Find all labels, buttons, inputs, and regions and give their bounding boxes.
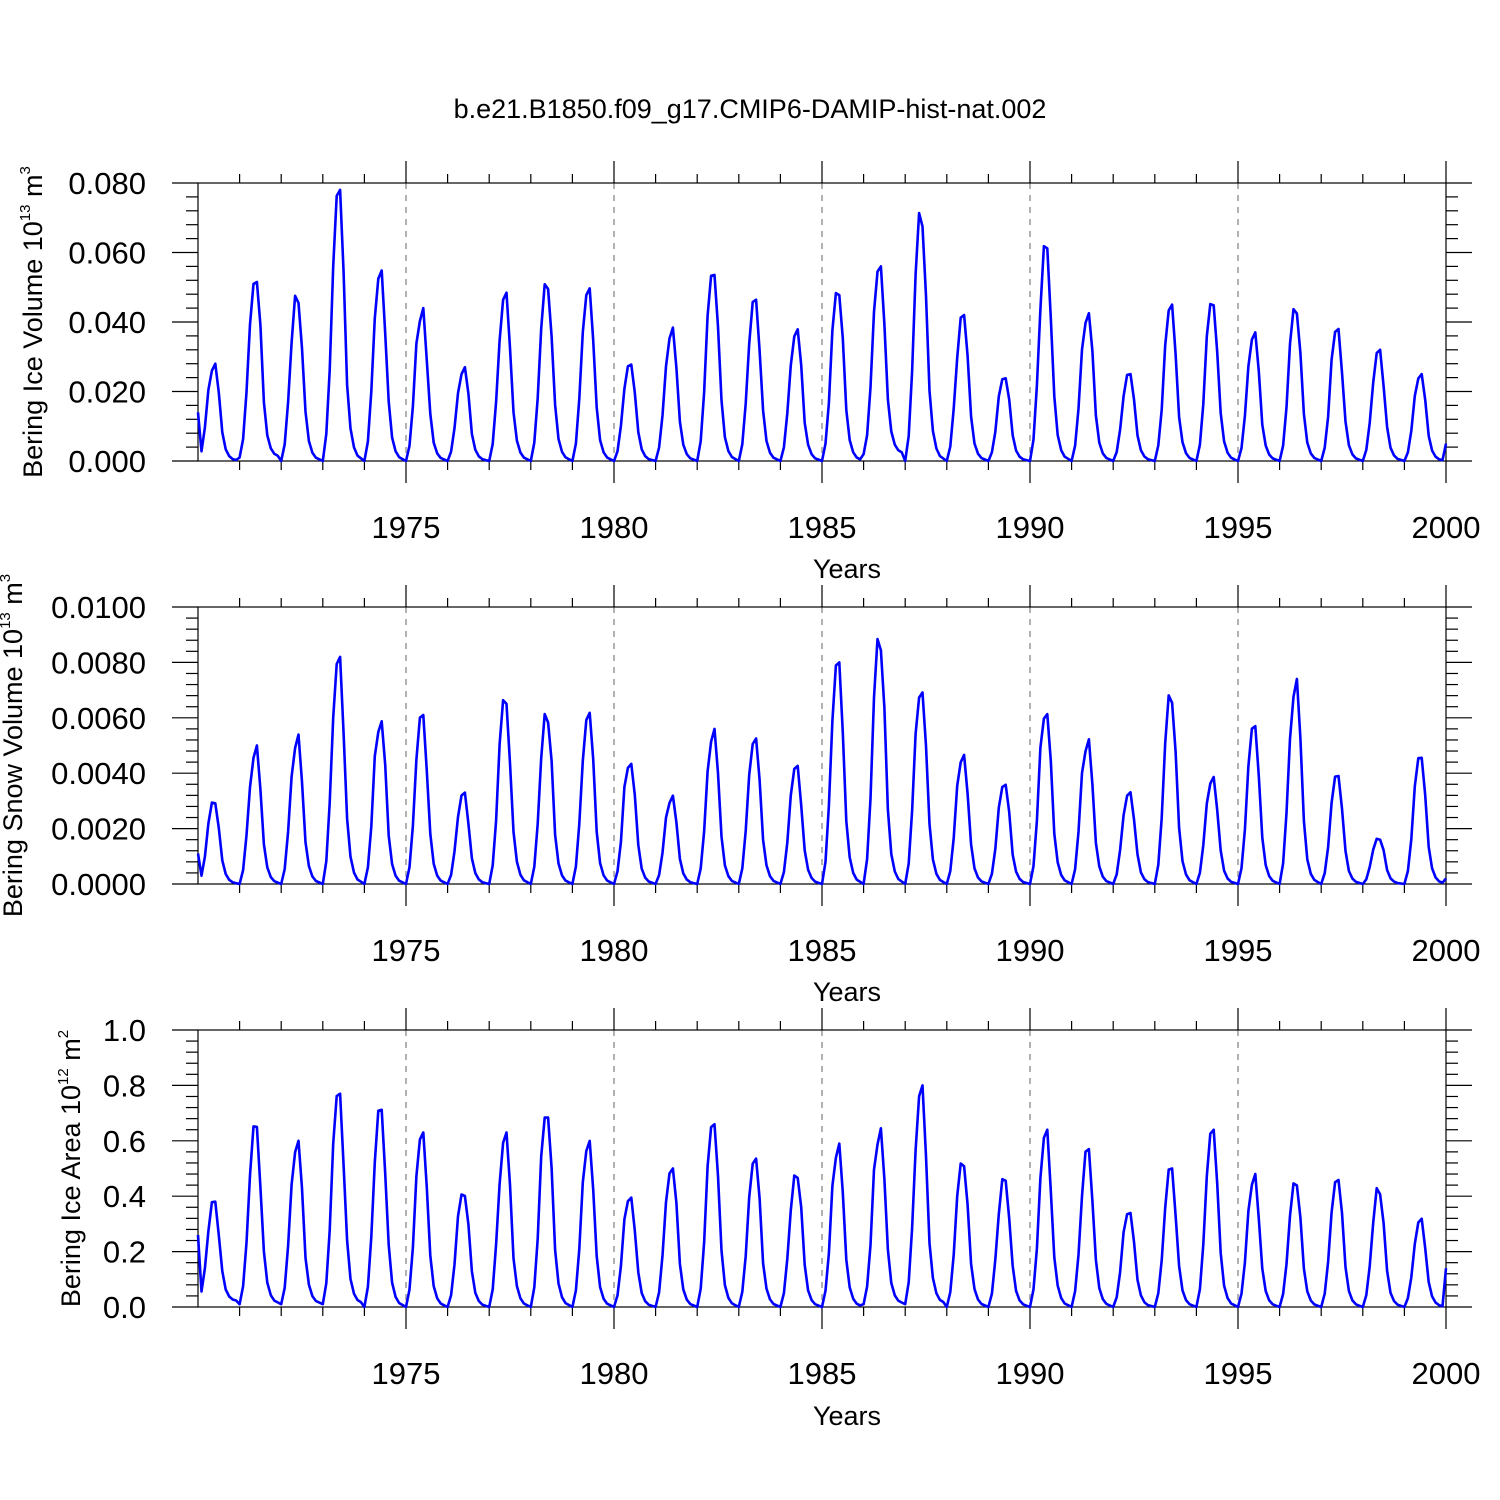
- x-axis-label: Years: [813, 1401, 881, 1431]
- figure-title: b.e21.B1850.f09_g17.CMIP6-DAMIP-hist-nat…: [454, 94, 1047, 124]
- y-tick-label: 0.0040: [51, 756, 146, 791]
- y-tick-label: 0.000: [68, 444, 146, 479]
- x-tick-label: 2000: [1412, 933, 1481, 968]
- x-tick-label: 1975: [372, 933, 441, 968]
- panel-2: 1975 1980 1985 1990 1995 2000 0.0000 0.0020 0.00…: [0, 574, 1480, 1007]
- y-tick-label: 0.0060: [51, 701, 146, 736]
- y-axis-label: Bering Snow Volume 1013 m3: [0, 574, 28, 917]
- panel-1: 1975 1980 1985 1990 1995 2000 0.000 0.020 0.040 0…: [17, 161, 1480, 584]
- x-tick-label: 1990: [996, 510, 1065, 545]
- y-tick-label: 0.0020: [51, 812, 146, 847]
- series-line: [196, 1084, 1448, 1309]
- y-tick-label: 0.080: [68, 166, 146, 201]
- y-tick-label: 0.060: [68, 236, 146, 271]
- x-tick-label: 1990: [996, 933, 1065, 968]
- y-tick-label: 1.0: [103, 1013, 146, 1048]
- x-tick-label: 1980: [580, 933, 649, 968]
- y-tick-label: 0.0080: [51, 645, 146, 680]
- y-tick-label: 0.8: [103, 1068, 146, 1103]
- y-tick-label: 0.6: [103, 1124, 146, 1159]
- y-tick-label: 0.0100: [51, 590, 146, 625]
- x-tick-label: 1980: [580, 510, 649, 545]
- x-tick-label: 2000: [1412, 1356, 1481, 1391]
- x-tick-label: 1995: [1204, 1356, 1273, 1391]
- y-tick-label: 0.4: [103, 1179, 146, 1214]
- x-tick-label: 1990: [996, 1356, 1065, 1391]
- x-axis-label: Years: [813, 554, 881, 584]
- x-tick-label: 1975: [372, 510, 441, 545]
- y-tick-label: 0.2: [103, 1235, 146, 1270]
- series-line: [196, 188, 1448, 463]
- y-tick-label: 0.0: [103, 1290, 146, 1325]
- y-axis-label: Bering Ice Area 1012 m2: [55, 1030, 86, 1307]
- y-tick-label: 0.0000: [51, 867, 146, 902]
- y-tick-label: 0.040: [68, 305, 146, 340]
- y-tick-label: 0.020: [68, 375, 146, 410]
- x-tick-label: 1995: [1204, 510, 1273, 545]
- y-axis-label: Bering Ice Volume 1013 m3: [17, 166, 48, 478]
- panel-3: 1975 1980 1985 1990 1995 2000 0.0 0.2 0.4 0.6 0.8 1…: [55, 1008, 1480, 1431]
- x-tick-label: 1985: [788, 1356, 857, 1391]
- x-tick-label: 2000: [1412, 510, 1481, 545]
- panels-container: 1975 1980 1985 1990 1995 2000 0.000 0.020 0.040 0…: [0, 161, 1480, 1431]
- x-tick-label: 1995: [1204, 933, 1273, 968]
- x-axis-label: Years: [813, 977, 881, 1007]
- x-tick-label: 1980: [580, 1356, 649, 1391]
- x-tick-label: 1985: [788, 510, 857, 545]
- x-tick-label: 1975: [372, 1356, 441, 1391]
- x-tick-label: 1985: [788, 933, 857, 968]
- series-line: [196, 637, 1447, 886]
